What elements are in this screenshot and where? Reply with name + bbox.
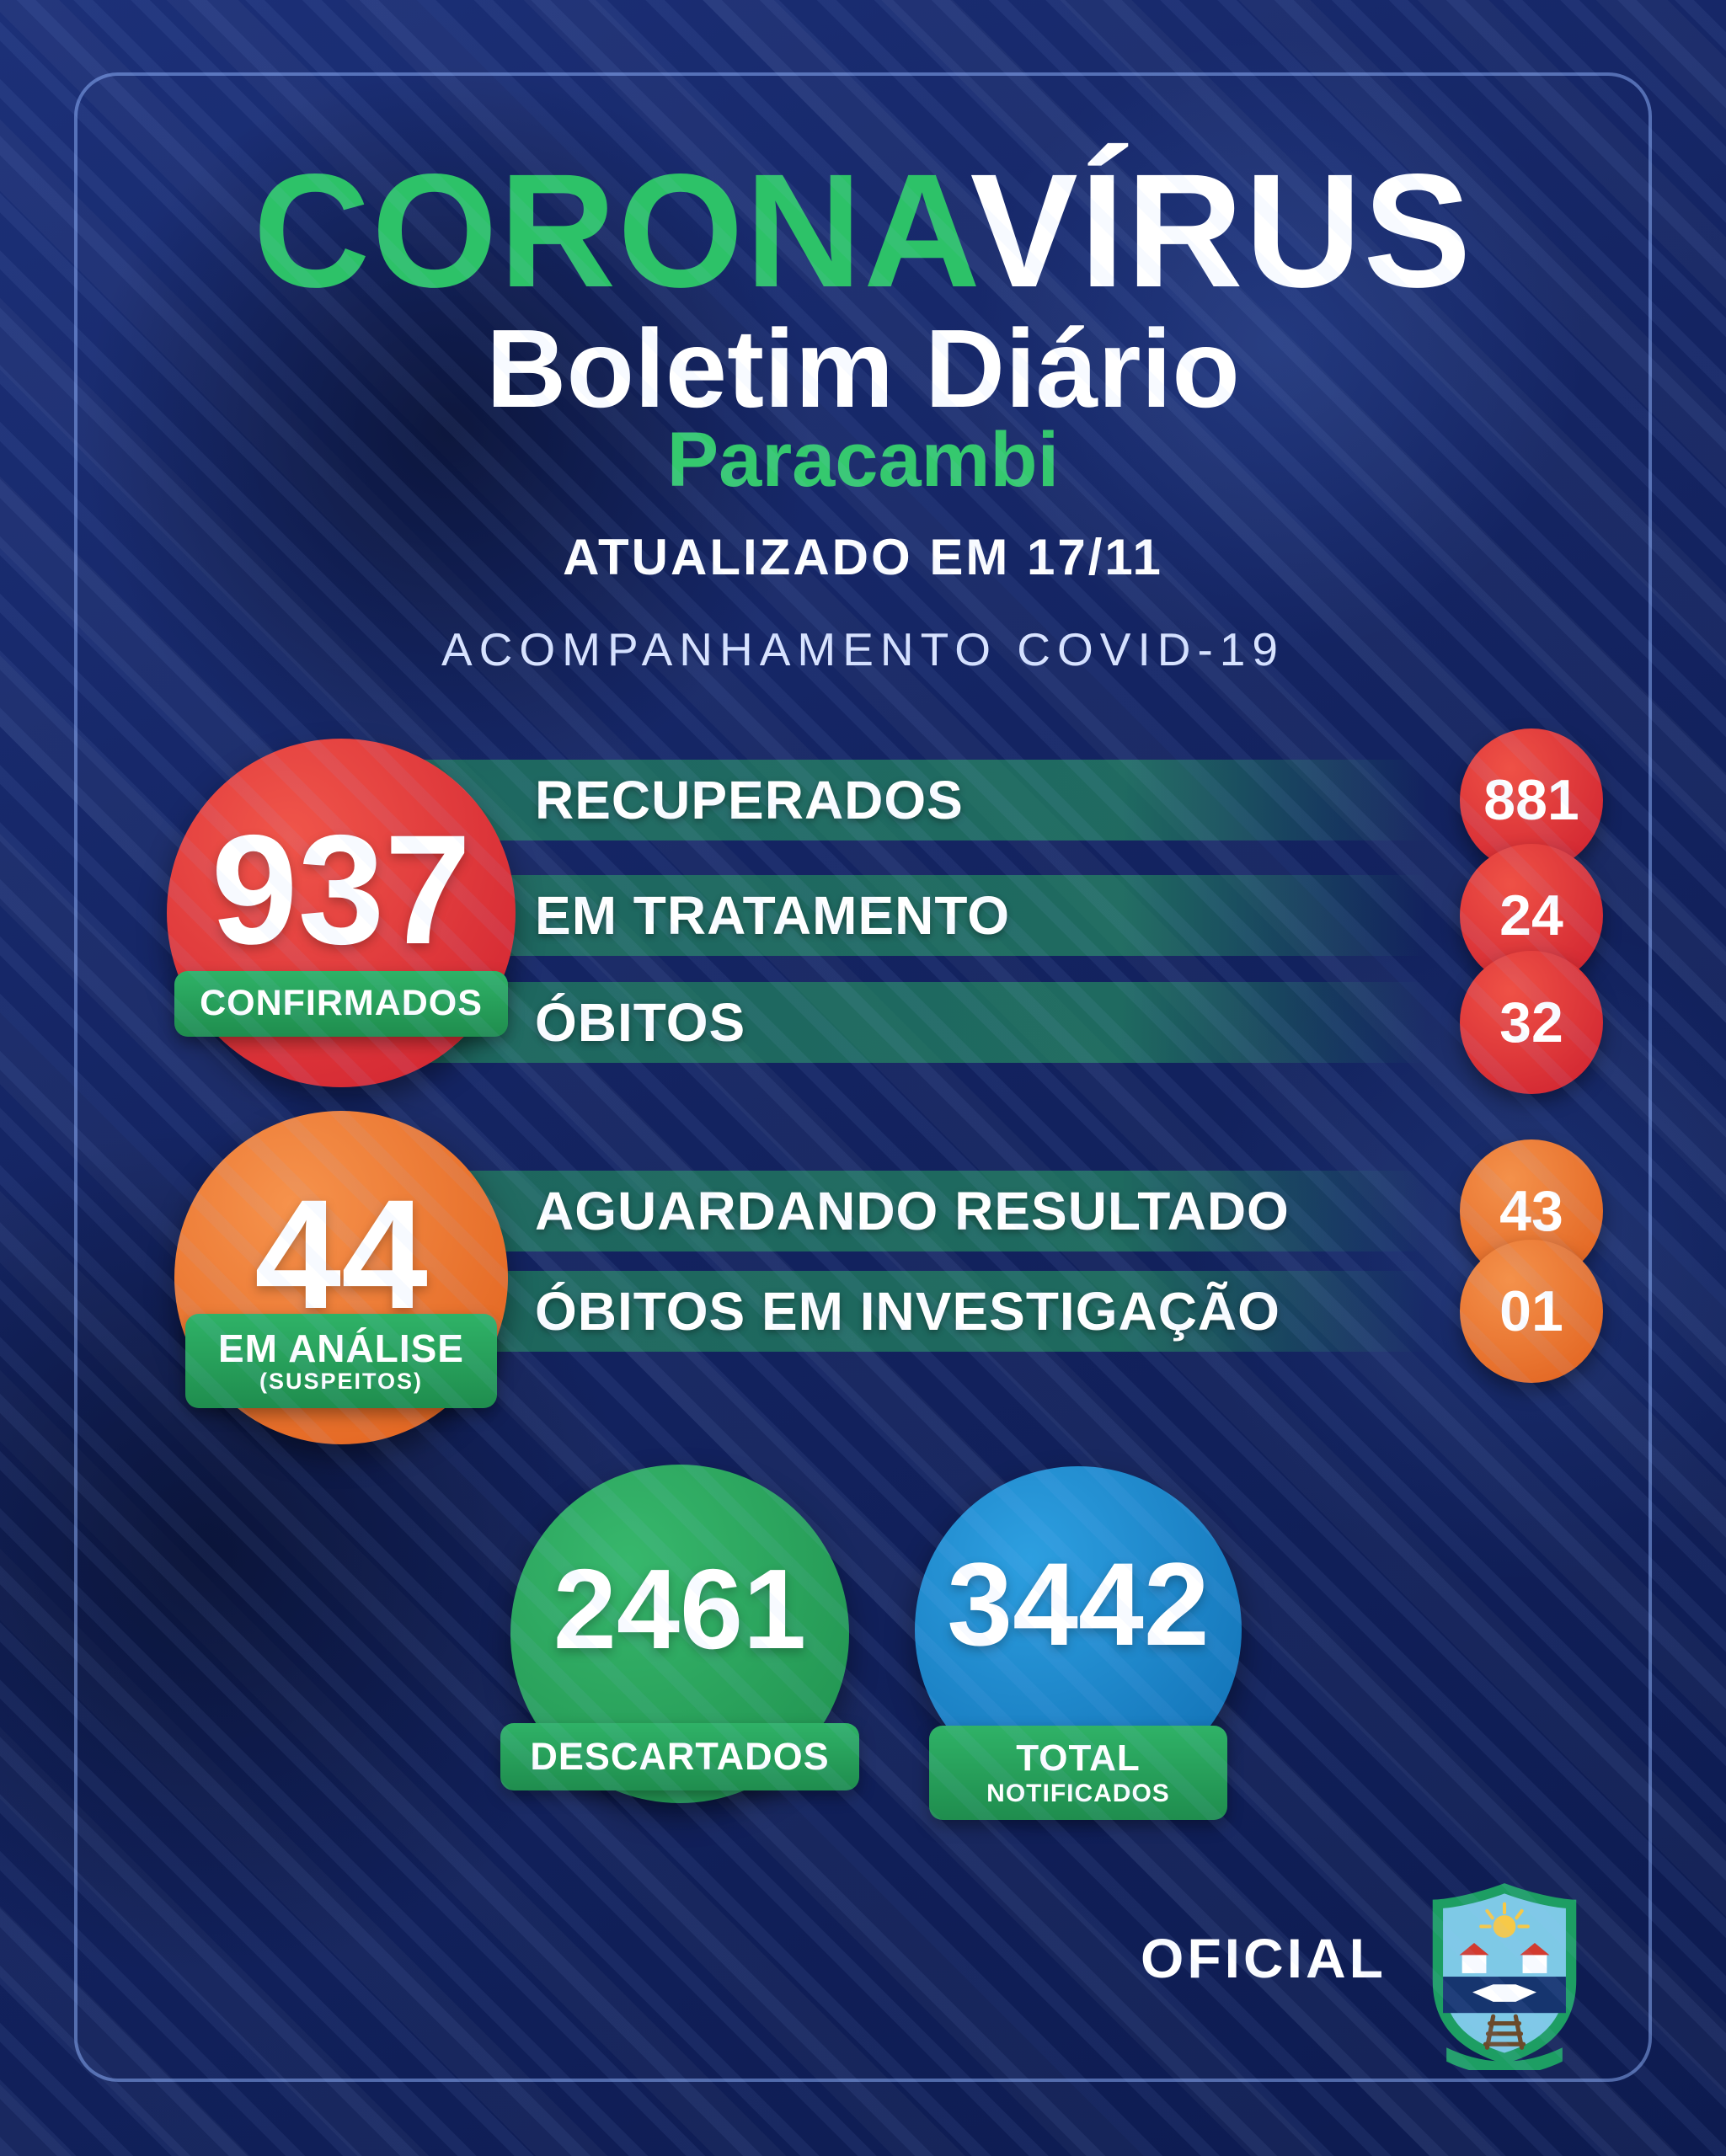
row-label-obitos: ÓBITOS	[535, 992, 746, 1053]
value-circle-obitos-investigacao: 01	[1460, 1240, 1603, 1383]
subtitle-boletim: Boletim Diário	[486, 307, 1240, 430]
notified-label-pill: TOTAL NOTIFICADOS	[929, 1726, 1227, 1820]
suspects-sublabel: (SUSPEITOS)	[259, 1369, 424, 1395]
border-frame	[74, 72, 1652, 2082]
row-obitos-investigacao: ÓBITOS EM INVESTIGAÇÃO	[354, 1271, 1449, 1352]
row-label-obitos-investigacao: ÓBITOS EM INVESTIGAÇÃO	[535, 1281, 1280, 1342]
row-label-recuperados: RECUPERADOS	[535, 770, 964, 830]
confirmed-label-pill: CONFIRMADOS	[174, 971, 508, 1037]
row-label-aguardando-resultado: AGUARDANDO RESULTADO	[535, 1181, 1290, 1241]
suspects-label: EM ANÁLISE	[218, 1326, 464, 1370]
official-label: OFICIAL	[1141, 1927, 1387, 1989]
row-aguardando-resultado: AGUARDANDO RESULTADO	[354, 1171, 1449, 1251]
updated-date: ATUALIZADO EM 17/11	[563, 529, 1163, 585]
page-title: CORONAVÍRUS	[0, 150, 1726, 312]
paracambi-coat-of-arms-icon	[1422, 1880, 1587, 2076]
notified-label: TOTAL	[1016, 1737, 1141, 1780]
confirmed-label: CONFIRMADOS	[200, 983, 483, 1024]
city-name: Paracambi	[666, 417, 1060, 503]
discarded-label-pill: DESCARTADOS	[500, 1723, 859, 1790]
notified-sublabel: NOTIFICADOS	[986, 1779, 1170, 1807]
row-em-tratamento: EM TRATAMENTO	[354, 875, 1449, 956]
row-label-em-tratamento: EM TRATAMENTO	[535, 885, 1011, 946]
row-recuperados: RECUPERADOS	[354, 760, 1449, 841]
value-circle-obitos: 32	[1460, 951, 1603, 1094]
row-obitos: ÓBITOS	[354, 982, 1449, 1063]
tracking-label: ACOMPANHAMENTO COVID-19	[441, 623, 1285, 675]
suspects-label-pill: EM ANÁLISE (SUSPEITOS)	[185, 1314, 497, 1408]
title-corona: CORONA	[253, 140, 970, 321]
discarded-label: DESCARTADOS	[530, 1735, 830, 1779]
title-virus: VÍRUS	[970, 140, 1473, 321]
